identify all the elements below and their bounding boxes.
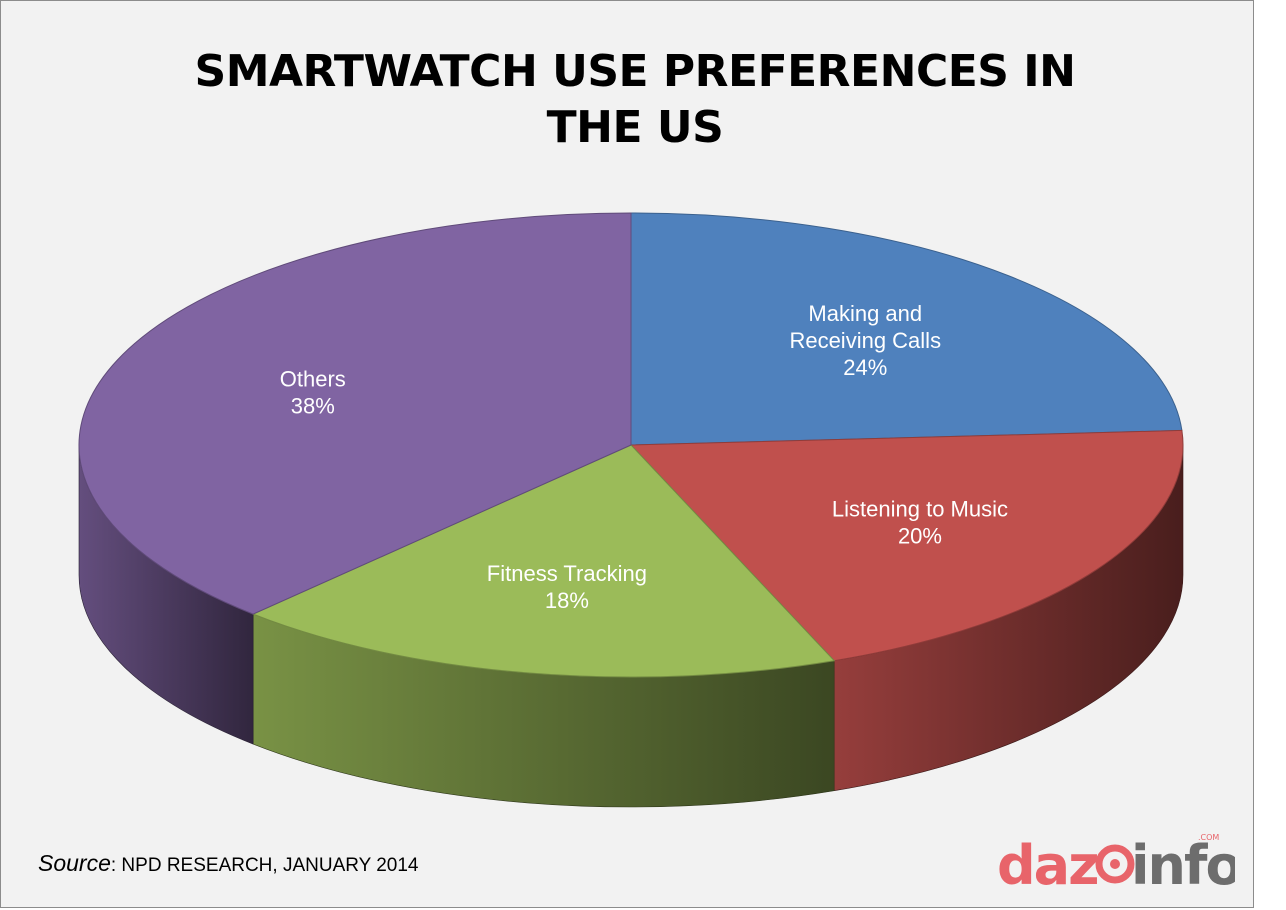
- pie-slice-3: [78, 212, 632, 615]
- source-text: : NPD RESEARCH, JANUARY 2014: [110, 855, 419, 876]
- svg-text:daz: daz: [997, 834, 1098, 896]
- slice-category-label: Receiving Calls: [789, 328, 941, 353]
- slice-category-label: Others: [280, 367, 346, 392]
- slice-value-label: 24%: [843, 355, 887, 380]
- slice-category-label: Fitness Tracking: [487, 561, 647, 586]
- pie-slice-0: [630, 212, 1183, 446]
- source-note: Source: NPD RESEARCH, JANUARY 2014: [38, 850, 419, 877]
- svg-text:.COM: .COM: [1198, 833, 1219, 842]
- pie-slice-2: [251, 444, 836, 678]
- slice-category-label: Making and: [808, 301, 922, 326]
- dazeinfo-logo: daz info .COM: [997, 833, 1235, 896]
- slice-value-label: 18%: [545, 588, 589, 613]
- slice-category-label: Listening to Music: [832, 497, 1008, 522]
- slice-value-label: 20%: [898, 524, 942, 549]
- source-lead: Source: [38, 850, 111, 876]
- slice-value-label: 38%: [291, 394, 335, 419]
- chart-title-line-1: SMARTWATCH USE PREFERENCES IN: [194, 46, 1077, 97]
- chart-title-line-2: THE US: [546, 102, 724, 153]
- pie-slice-1: [629, 429, 1184, 662]
- chart-title: SMARTWATCH USE PREFERENCES IN THE US: [0, 44, 1270, 156]
- svg-text:info: info: [1131, 834, 1235, 896]
